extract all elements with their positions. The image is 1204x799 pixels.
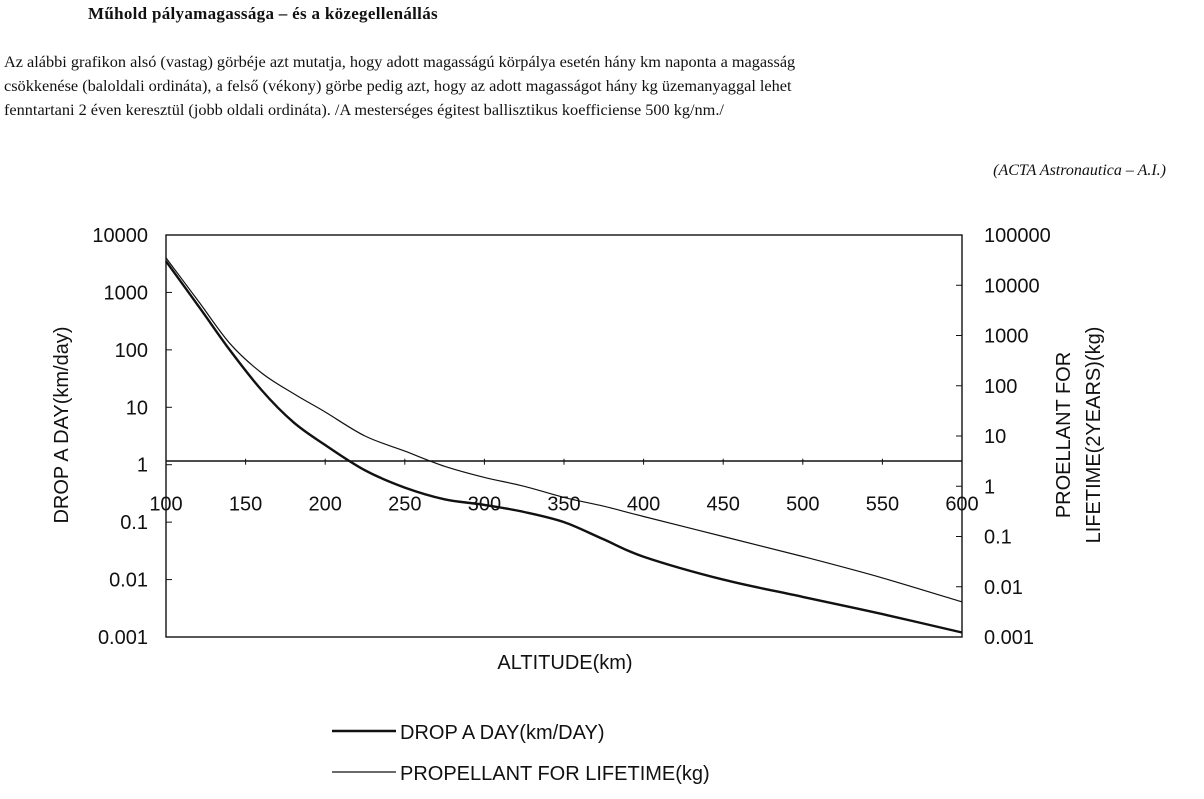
left-y-tick-label: 10: [126, 397, 148, 419]
legend: DROP A DAY(km/DAY) PROPELLANT FOR LIFETI…: [332, 722, 710, 785]
left-y-tick-label: 0.001: [98, 627, 148, 649]
x-tick-labels: 100 150 200 250 300 350 400 450 500 550 600: [149, 458, 979, 516]
x-tick-label: 400: [627, 494, 660, 516]
left-y-axis-label: DROP A DAY(km/day): [51, 326, 73, 523]
legend-label-propellant: PROPELLANT FOR LIFETIME(kg): [400, 763, 710, 785]
left-y-tick-label: 1: [137, 455, 148, 477]
left-y-tick-label: 0.1: [120, 512, 148, 534]
right-y-tick-label: 0.01: [984, 577, 1023, 599]
x-tick-label: 500: [786, 494, 819, 516]
x-tick-label: 600: [945, 494, 978, 516]
right-y-axis-label-line-2: LIFETIME(2YEARS)(kg): [1083, 327, 1105, 544]
page-title: Műhold pályamagassága – és a közegellená…: [88, 4, 438, 23]
x-axis-label: ALTITUDE(km): [497, 652, 632, 674]
right-y-tick-labels: 100000 10000 1000 100 10 1 0.1 0.01 0.001: [956, 225, 1051, 649]
right-y-tick-label: 1000: [984, 326, 1029, 348]
right-y-tick-label: 0.001: [984, 627, 1034, 649]
x-tick-label: 100: [149, 494, 182, 516]
intro-line-2: csökkenése (baloldali ordináta), a felső…: [4, 76, 792, 95]
x-tick-label: 450: [707, 494, 740, 516]
citation: (ACTA Astronautica – A.I.): [993, 162, 1166, 179]
intro-paragraph: Az alábbi grafikon alsó (vastag) görbéje…: [4, 50, 1194, 122]
legend-label-drop: DROP A DAY(km/DAY): [400, 722, 604, 744]
left-y-tick-label: 100: [115, 340, 148, 362]
right-y-tick-label: 10: [984, 426, 1006, 448]
x-tick-label: 550: [866, 494, 899, 516]
right-y-tick-label: 0.1: [984, 527, 1012, 549]
left-y-tick-label: 0.01: [109, 570, 148, 592]
plot-frame: [165, 234, 963, 638]
right-y-tick-label: 1: [984, 476, 995, 498]
left-y-tick-label: 1000: [104, 282, 149, 304]
right-y-tick-label: 100000: [984, 225, 1051, 247]
series-propellant-line: [165, 257, 963, 603]
x-tick-label: 200: [309, 494, 342, 516]
intro-line-1: Az alábbi grafikon alsó (vastag) görbéje…: [4, 52, 796, 71]
right-y-tick-label: 100: [984, 376, 1017, 398]
left-y-tick-labels: 10000 1000 100 10 1 0.1 0.01 0.001: [92, 225, 172, 649]
left-y-tick-label: 10000: [92, 225, 148, 247]
intro-line-3: fenntartani 2 éven keresztül (jobb oldal…: [4, 100, 724, 119]
right-y-tick-label: 10000: [984, 275, 1040, 297]
series-drop-a-day-line: [165, 260, 963, 634]
right-y-axis-label-line-1: PROELLANT FOR: [1053, 352, 1075, 518]
x-tick-label: 150: [229, 494, 262, 516]
x-tick-label: 250: [388, 494, 421, 516]
